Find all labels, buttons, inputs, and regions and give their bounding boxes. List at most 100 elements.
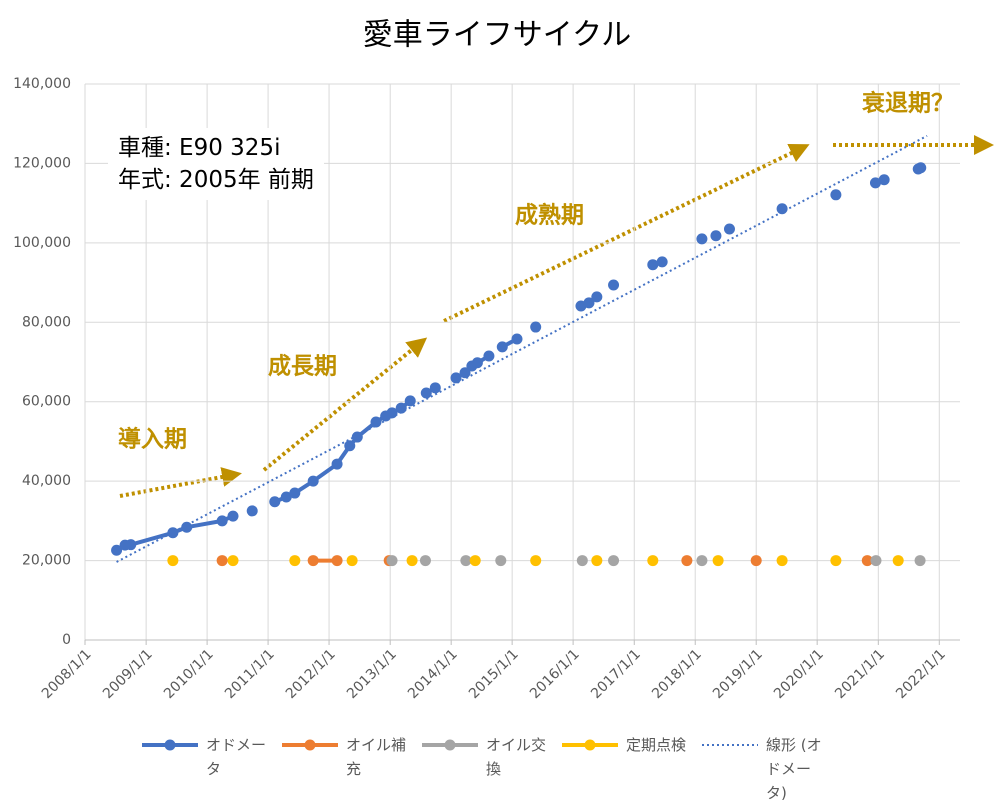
point bbox=[712, 555, 724, 567]
point bbox=[530, 555, 542, 567]
point bbox=[861, 555, 873, 567]
point bbox=[419, 555, 431, 567]
legend-label: オイル交換 bbox=[486, 736, 547, 778]
point bbox=[496, 341, 508, 353]
point bbox=[656, 256, 668, 268]
point bbox=[386, 555, 398, 567]
point bbox=[591, 555, 603, 567]
point bbox=[395, 402, 407, 414]
x-tick-label: 2008/1/1 bbox=[39, 646, 95, 702]
point bbox=[878, 174, 890, 186]
legend-swatch bbox=[422, 739, 478, 751]
x-tick-label: 2014/1/1 bbox=[405, 646, 461, 702]
legend-label: 線形 (オドメータ) bbox=[766, 736, 822, 802]
point bbox=[869, 177, 881, 189]
point bbox=[404, 395, 416, 407]
point bbox=[776, 555, 788, 567]
point bbox=[696, 233, 708, 245]
point bbox=[331, 555, 343, 567]
legend-swatch bbox=[562, 739, 618, 751]
arrow bbox=[443, 143, 810, 323]
point bbox=[420, 387, 432, 399]
point bbox=[471, 357, 483, 369]
point bbox=[406, 555, 418, 567]
point bbox=[459, 367, 471, 379]
legend-item: オドメータ bbox=[140, 733, 280, 805]
point bbox=[351, 431, 363, 443]
point bbox=[892, 555, 904, 567]
point bbox=[647, 555, 659, 567]
x-tick-label: 2016/1/1 bbox=[527, 646, 583, 702]
point bbox=[483, 350, 495, 362]
x-tick-label: 2009/1/1 bbox=[100, 646, 156, 702]
legend: オドメータ オイル補充 オイル交換 定期点検 線形 (オドメータ) bbox=[140, 733, 840, 805]
point bbox=[344, 440, 356, 452]
legend-item: 定期点検 bbox=[560, 733, 700, 805]
point bbox=[469, 555, 481, 567]
point bbox=[289, 555, 301, 567]
point bbox=[870, 555, 882, 567]
point bbox=[227, 510, 239, 522]
y-tick-label: 20,000 bbox=[22, 553, 71, 569]
x-tick-label: 2017/1/1 bbox=[588, 646, 644, 702]
point bbox=[216, 555, 228, 567]
legend-item: オイル補充 bbox=[280, 733, 420, 805]
point bbox=[576, 555, 588, 567]
y-tick-label: 100,000 bbox=[13, 235, 71, 251]
x-tick-label: 2011/1/1 bbox=[222, 646, 278, 702]
point bbox=[914, 555, 926, 567]
point bbox=[710, 230, 722, 242]
point bbox=[776, 203, 788, 215]
x-tick-label: 2015/1/1 bbox=[466, 646, 522, 702]
legend-swatch bbox=[702, 744, 758, 746]
phase-arrows bbox=[119, 135, 994, 498]
annotation: 成長期 bbox=[268, 354, 337, 380]
annotation: 成熟期 bbox=[515, 202, 584, 229]
point bbox=[530, 321, 542, 333]
point bbox=[450, 372, 462, 384]
point bbox=[386, 407, 398, 419]
point bbox=[647, 259, 659, 271]
legend-swatch bbox=[142, 739, 198, 751]
point bbox=[111, 544, 123, 556]
point bbox=[167, 555, 179, 567]
point bbox=[681, 555, 693, 567]
point bbox=[227, 555, 239, 567]
point bbox=[511, 333, 523, 345]
point bbox=[246, 505, 258, 517]
y-tick-label: 120,000 bbox=[13, 155, 71, 171]
info-line: 年式: 2005年 前期 bbox=[118, 167, 314, 193]
annotation: 衰退期？ bbox=[861, 90, 954, 117]
point bbox=[125, 539, 137, 551]
x-tick-label: 2020/1/1 bbox=[771, 646, 827, 702]
point bbox=[167, 527, 179, 539]
y-tick-label: 0 bbox=[62, 632, 71, 648]
point bbox=[346, 555, 358, 567]
x-tick-label: 2022/1/1 bbox=[893, 646, 949, 702]
point bbox=[830, 555, 842, 567]
point bbox=[331, 458, 343, 470]
y-tick-label: 60,000 bbox=[22, 394, 71, 410]
point bbox=[830, 189, 842, 201]
legend-label: オドメータ bbox=[206, 736, 267, 778]
point bbox=[696, 555, 708, 567]
point bbox=[280, 491, 292, 503]
legend-label: オイル補充 bbox=[346, 736, 407, 778]
point bbox=[216, 515, 228, 527]
y-tick-label: 80,000 bbox=[22, 314, 71, 330]
x-tick-label: 2018/1/1 bbox=[649, 646, 705, 702]
point bbox=[307, 475, 319, 487]
legend-item: オイル交換 bbox=[420, 733, 560, 805]
point bbox=[181, 521, 193, 533]
point bbox=[460, 555, 472, 567]
x-tick-label: 2019/1/1 bbox=[710, 646, 766, 702]
point bbox=[370, 416, 382, 428]
arrow bbox=[262, 337, 428, 472]
point bbox=[307, 555, 319, 567]
y-tick-label: 40,000 bbox=[22, 473, 71, 489]
point bbox=[591, 291, 603, 303]
point bbox=[429, 382, 441, 394]
info-box: 車種: E90 325i 年式: 2005年 前期 bbox=[108, 128, 324, 200]
